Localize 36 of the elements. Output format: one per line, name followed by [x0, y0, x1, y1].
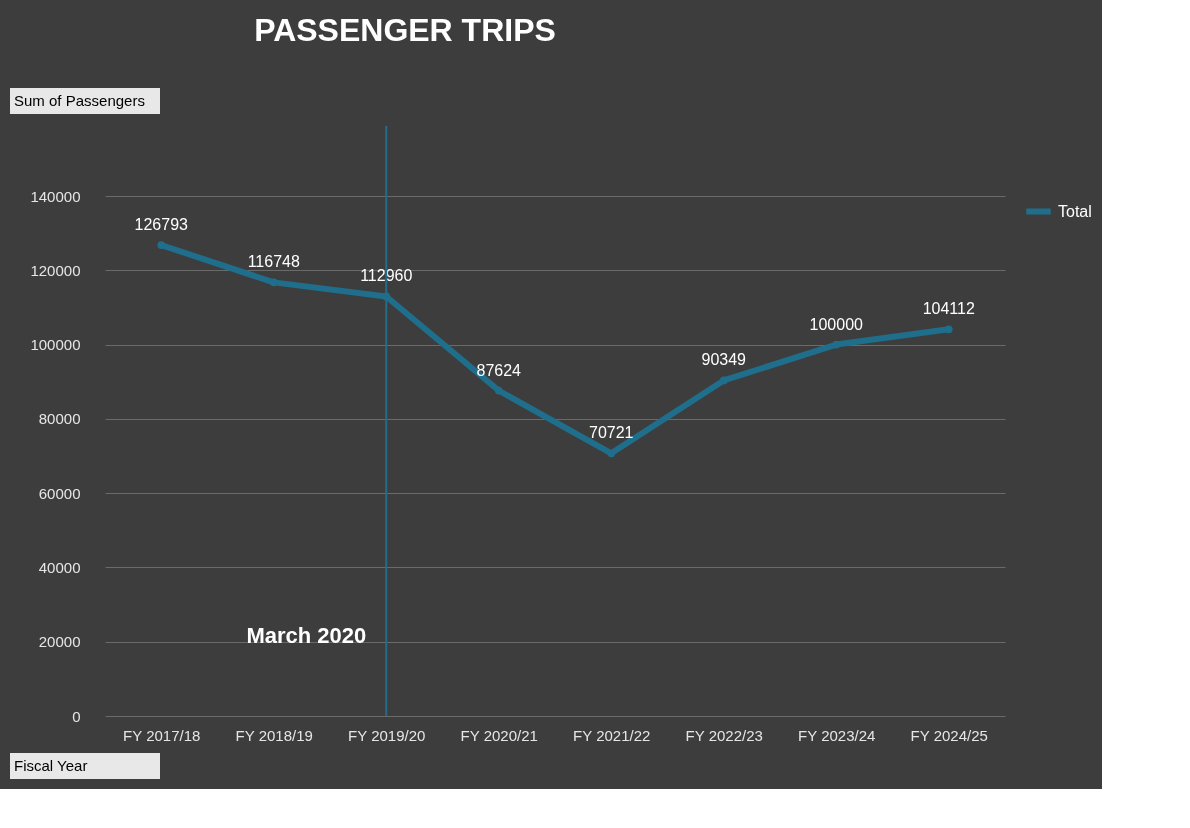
ref-line-label: March 2020	[246, 623, 367, 648]
data-label: 87624	[476, 361, 522, 379]
y-tick-label: 0	[72, 707, 81, 725]
y-tick-label: 80000	[38, 410, 81, 428]
point	[157, 241, 166, 249]
data-label: 112960	[360, 267, 413, 285]
point	[269, 278, 278, 287]
data-label: 90349	[701, 351, 747, 369]
y-tick-label: 40000	[38, 558, 81, 576]
point	[944, 325, 953, 334]
x-tick-label: FY 2017/18	[123, 726, 201, 744]
y-tick-label: 20000	[38, 633, 81, 651]
y-tick-label: 60000	[38, 484, 81, 502]
x-tick-label: FY 2023/24	[798, 726, 876, 744]
data-label: 126793	[134, 216, 189, 234]
point	[832, 340, 841, 349]
data-label: 116748	[247, 253, 300, 271]
x-tick-label: FY 2024/25	[910, 726, 988, 744]
text: Fiscal Year	[14, 757, 88, 774]
chart-title: PASSENGER TRIPS	[254, 12, 556, 48]
data-label: 70721	[589, 424, 634, 442]
x-tick-label: FY 2021/22	[573, 726, 651, 744]
data-label: 104112	[922, 300, 975, 318]
data-label: 100000	[809, 315, 864, 333]
text: Sum of Passengers	[14, 92, 145, 109]
y-tick-label: 140000	[30, 187, 81, 205]
legend-label: Total	[1058, 202, 1092, 220]
point	[494, 386, 503, 395]
x-tick-label: FY 2019/20	[348, 726, 426, 744]
x-tick-label: FY 2018/19	[235, 726, 313, 744]
point	[719, 376, 728, 385]
x-tick-label: FY 2022/23	[685, 726, 763, 744]
y-tick-label: 120000	[30, 261, 81, 279]
point	[607, 449, 616, 458]
y-tick-label: 100000	[30, 336, 81, 354]
x-tick-label: FY 2020/21	[460, 726, 538, 744]
